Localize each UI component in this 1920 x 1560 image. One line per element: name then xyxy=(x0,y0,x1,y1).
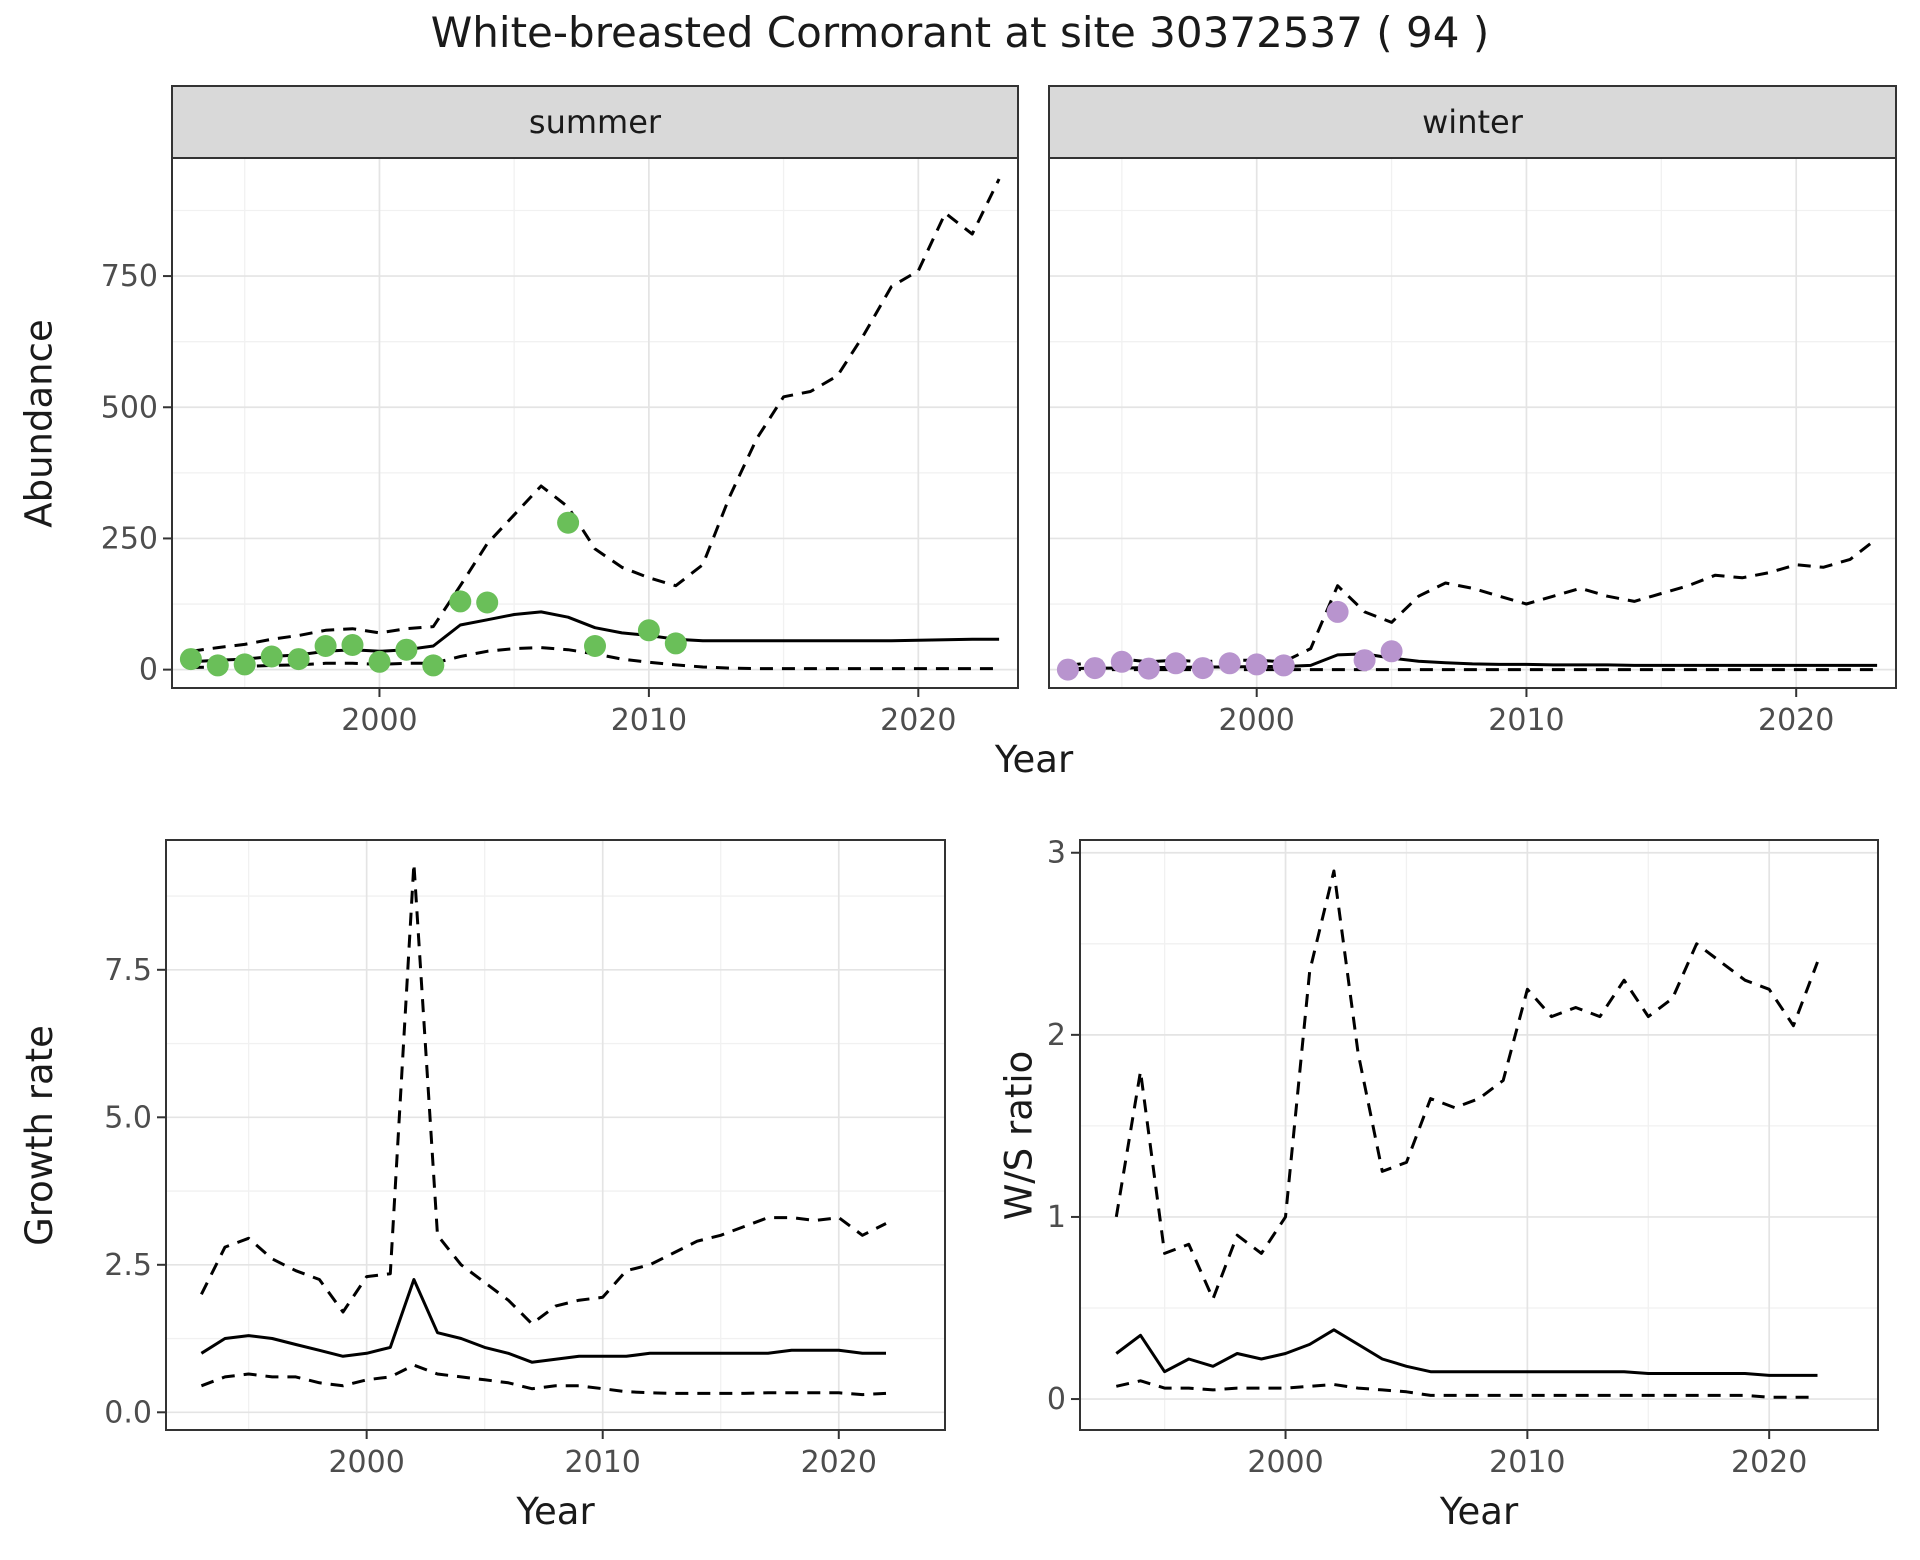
winter-abundance-observation-point xyxy=(1245,653,1268,676)
ws-ratio-upper_ci-line xyxy=(1114,869,1819,1301)
facet-strip-winter: winter xyxy=(1049,86,1896,158)
summer-abundance-observation-point xyxy=(341,634,364,656)
ws-ratio-lower_ci-line xyxy=(1115,1379,1818,1399)
ws-ratio-median-line xyxy=(1115,1328,1818,1377)
summer-abundance-observation-point xyxy=(179,648,202,671)
growth-rate-median-line xyxy=(200,1278,886,1364)
x-tick-label: 2000 xyxy=(328,1445,404,1480)
panel-winter-abundance: 2000 2010 2020 xyxy=(1048,85,1897,738)
y-axis-title-ws-ratio: W/S ratio xyxy=(997,1050,1041,1220)
summer-abundance-observation-point xyxy=(664,632,687,655)
summer-abundance-observation-point xyxy=(637,619,660,642)
y-tick-label: 250 xyxy=(101,521,158,556)
summer-abundance-observation-point xyxy=(287,648,310,671)
y-tick-label: 0 xyxy=(1047,1382,1066,1417)
chart-title: White-breasted Cormorant at site 3037253… xyxy=(430,8,1490,57)
x-tick-label: 2020 xyxy=(1731,1445,1807,1480)
summer-abundance-observation-point xyxy=(233,653,256,676)
summer-abundance-observation-point xyxy=(557,511,580,534)
winter-abundance-observation-point xyxy=(1164,652,1187,675)
winter-abundance-observation-point xyxy=(1326,600,1349,623)
y-tick-label: 750 xyxy=(101,259,158,294)
facet-strip-summer: summer xyxy=(172,86,1018,158)
y-tick-label: 3 xyxy=(1047,836,1066,871)
summer-abundance-observation-point xyxy=(422,654,445,677)
growth-rate-upper_ci-line xyxy=(200,862,887,1326)
x-tick-label: 2020 xyxy=(801,1445,877,1480)
y-tick-label: 1 xyxy=(1047,1200,1066,1235)
winter-abundance-observation-point xyxy=(1056,658,1079,681)
winter-abundance-panel-bg xyxy=(1049,158,1896,688)
winter-abundance-observation-point xyxy=(1110,650,1133,673)
summer-abundance-observation-point xyxy=(449,590,472,613)
winter-abundance-observation-point xyxy=(1137,657,1160,680)
growth-rate-panel-bg xyxy=(166,840,945,1430)
summer-abundance-upper_ci-line xyxy=(190,178,1001,653)
panel-summer-abundance: 2000 2010 2020 0 250 500 750 xyxy=(101,85,1019,738)
winter-abundance-observation-point xyxy=(1380,640,1403,663)
x-tick-label: 2020 xyxy=(1758,703,1834,738)
x-tick-label: 2010 xyxy=(1489,1445,1565,1480)
y-tick-label: 7.5 xyxy=(104,953,152,988)
winter-abundance-observation-point xyxy=(1272,654,1295,677)
y-tick-label: 0 xyxy=(139,653,158,688)
x-tick-label: 2010 xyxy=(565,1445,641,1480)
facet-strip-winter-label: winter xyxy=(1422,103,1523,141)
summer-abundance-observation-point xyxy=(368,650,391,673)
winter-abundance-observation-point xyxy=(1353,649,1376,672)
y-tick-label: 2 xyxy=(1047,1018,1066,1053)
summer-abundance-observation-point xyxy=(260,645,283,668)
x-tick-label: 2000 xyxy=(341,703,417,738)
winter-abundance-facet-strip-box xyxy=(1048,85,1897,159)
ws-ratio-panel-bg xyxy=(1080,840,1878,1430)
summer-abundance-observation-point xyxy=(395,638,418,661)
x-tick-label: 2000 xyxy=(1247,1445,1323,1480)
summer-abundance-observation-point xyxy=(206,654,229,677)
summer-abundance-facet-strip-box xyxy=(171,85,1019,159)
winter-abundance-observation-point xyxy=(1191,657,1214,680)
summer-abundance-observation-point xyxy=(584,635,606,657)
x-tick-label: 2020 xyxy=(880,703,956,738)
ws-ratio-panel-border xyxy=(1079,839,1879,1431)
y-tick-label: 2.5 xyxy=(104,1248,152,1283)
y-axis-title-growth-rate: Growth rate xyxy=(17,1024,61,1246)
y-tick-label: 0.0 xyxy=(104,1395,152,1430)
x-axis-title-year-top: Year xyxy=(994,738,1074,781)
panel-ws-ratio: 2000 2010 2020 0 1 2 3 xyxy=(1047,836,1879,1480)
facet-strip-summer-label: summer xyxy=(528,103,662,141)
x-tick-label: 2010 xyxy=(611,703,687,738)
x-tick-label: 2010 xyxy=(1488,703,1564,738)
x-tick-label: 2000 xyxy=(1219,703,1295,738)
growth-rate-panel-border xyxy=(165,839,946,1431)
panel-growth-rate: 2000 2010 2020 0.0 2.5 5.0 7.5 xyxy=(104,839,946,1480)
y-tick-label: 500 xyxy=(101,390,158,425)
winter-abundance-observation-point xyxy=(1218,652,1241,675)
y-tick-label: 5.0 xyxy=(104,1100,152,1135)
winter-abundance-observation-point xyxy=(1083,657,1106,680)
growth-rate-lower_ci-line xyxy=(200,1363,887,1397)
y-axis-title-abundance: Abundance xyxy=(17,318,61,528)
x-axis-title-year-ratio: Year xyxy=(1439,1490,1519,1533)
x-axis-title-year-growth: Year xyxy=(516,1490,595,1533)
summer-abundance-observation-point xyxy=(476,591,499,614)
summer-abundance-observation-point xyxy=(314,635,337,657)
summer-abundance-panel-bg xyxy=(172,158,1018,688)
